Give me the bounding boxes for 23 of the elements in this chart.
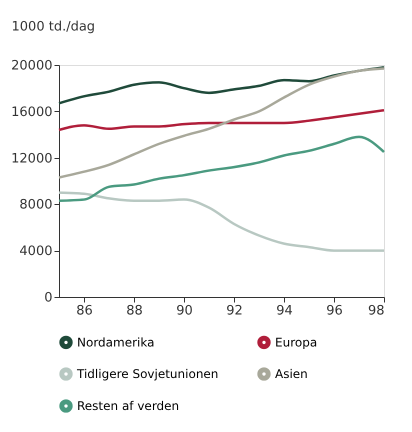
legend-label: Europa xyxy=(275,335,318,350)
x-tick-label: 90 xyxy=(176,304,193,318)
x-tick-label: 94 xyxy=(276,304,293,318)
y-tick-label: 16000 xyxy=(11,104,52,120)
line-series xyxy=(58,191,386,252)
line-series xyxy=(58,108,386,132)
x-tick-label: 96 xyxy=(326,304,343,318)
legend-label: Nordamerika xyxy=(77,335,154,350)
y-tick-label: 4000 xyxy=(19,244,52,260)
y-axis-title: 1000 td./dag xyxy=(12,20,96,34)
y-tick-label: 0 xyxy=(44,290,52,306)
line-series xyxy=(58,136,386,202)
y-tick-label: 8000 xyxy=(19,198,52,213)
legend-label: Asien xyxy=(275,367,308,381)
line-series xyxy=(58,67,386,179)
x-tick-label: 98 xyxy=(368,304,384,318)
legend-label: Resten af verden xyxy=(77,399,180,413)
y-tick-label: 20000 xyxy=(11,58,52,74)
x-tick-label: 92 xyxy=(226,304,243,318)
x-tick-label: 86 xyxy=(76,304,93,318)
x-tick-label: 88 xyxy=(126,304,143,318)
y-tick-label: 12000 xyxy=(11,151,52,166)
legend-label: Tidligere Sovjetunionen xyxy=(76,367,218,381)
